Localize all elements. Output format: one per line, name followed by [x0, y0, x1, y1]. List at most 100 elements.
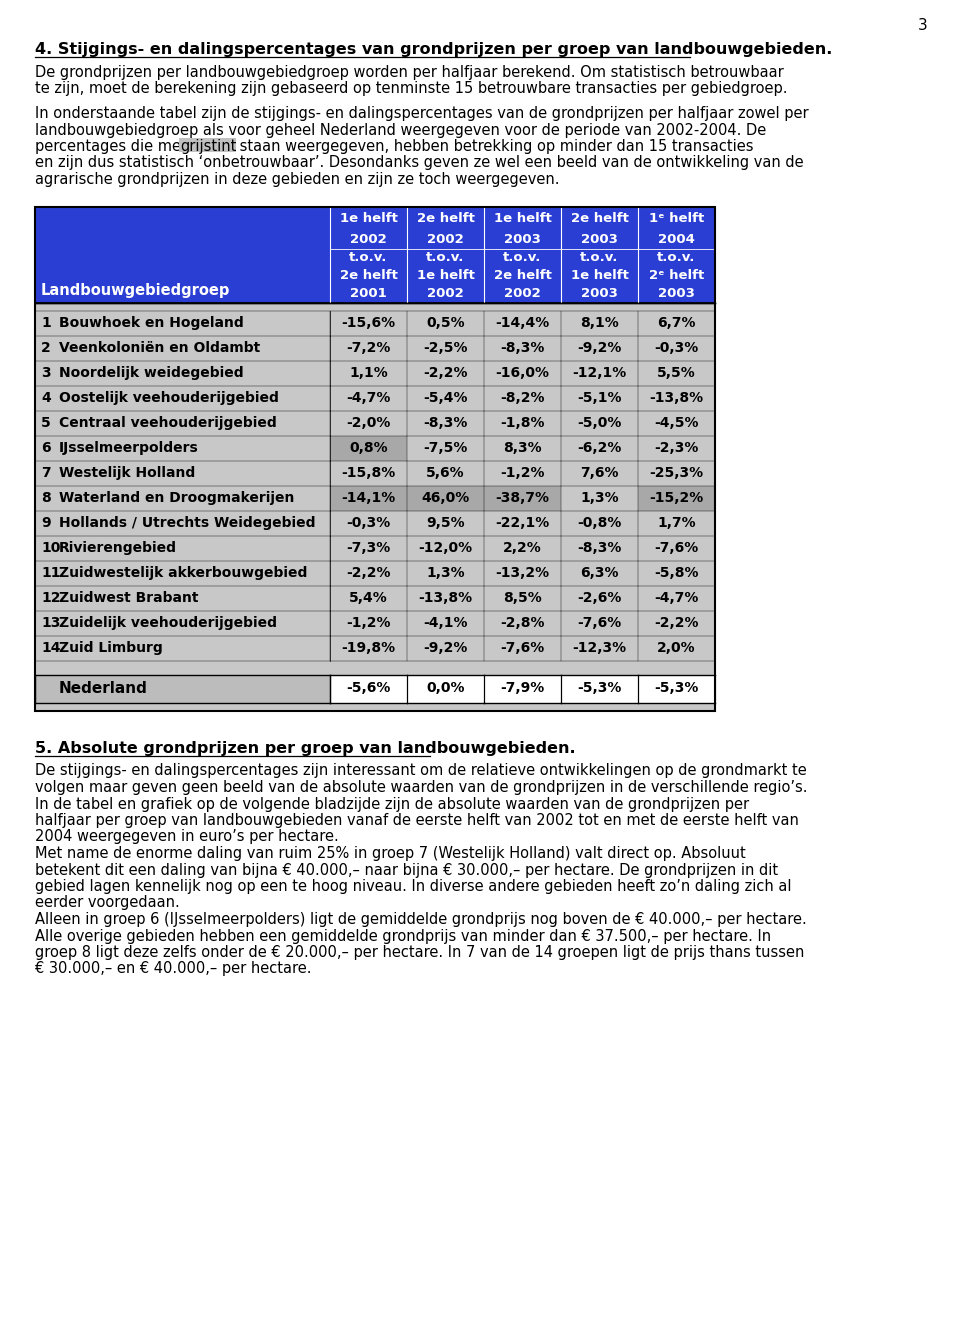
Bar	[330, 485, 407, 511]
Text: 5: 5	[41, 416, 51, 431]
Text: 1ᵉ helft: 1ᵉ helft	[649, 212, 704, 225]
Text: -2,8%: -2,8%	[500, 616, 544, 631]
Text: IJsselmeerpolders: IJsselmeerpolders	[59, 441, 199, 455]
Text: -14,1%: -14,1%	[342, 491, 396, 505]
Text: 2ᵉ helft: 2ᵉ helft	[649, 269, 704, 283]
Bar	[35, 585, 715, 611]
Text: Met name de enorme daling van ruim 25% in groep 7 (Westelijk Holland) valt direc: Met name de enorme daling van ruim 25% i…	[35, 846, 746, 861]
Bar	[330, 460, 407, 485]
Bar	[561, 674, 638, 702]
Bar	[35, 485, 715, 511]
Bar	[35, 702, 715, 710]
Text: -4,7%: -4,7%	[655, 591, 699, 605]
Bar	[561, 485, 638, 511]
Bar	[561, 411, 638, 436]
Text: In onderstaande tabel zijn de stijgings- en dalingspercentages van de grondprijz: In onderstaande tabel zijn de stijgings-…	[35, 107, 808, 121]
Bar	[35, 303, 715, 311]
Text: Zuid Limburg: Zuid Limburg	[59, 641, 163, 655]
Text: -38,7%: -38,7%	[495, 491, 549, 505]
Text: Hollands / Utrechts Weidegebied: Hollands / Utrechts Weidegebied	[59, 516, 316, 531]
Bar	[484, 385, 561, 411]
Bar	[638, 360, 715, 385]
Bar	[407, 436, 484, 460]
Text: -15,2%: -15,2%	[649, 491, 704, 505]
Bar	[561, 385, 638, 411]
Bar	[484, 411, 561, 436]
Text: -5,4%: -5,4%	[423, 391, 468, 405]
Bar	[35, 411, 715, 436]
Bar	[407, 536, 484, 560]
Text: gebied lagen kennelijk nog op een te hoog niveau. In diverse andere gebieden hee: gebied lagen kennelijk nog op een te hoo…	[35, 878, 791, 894]
Text: 6,3%: 6,3%	[580, 567, 619, 580]
Text: 2002: 2002	[504, 287, 540, 300]
Bar	[561, 511, 638, 536]
Bar	[407, 360, 484, 385]
Bar	[638, 611, 715, 636]
Text: -2,3%: -2,3%	[655, 441, 699, 455]
Text: staan weergegeven, hebben betrekking op minder dan 15 transacties: staan weergegeven, hebben betrekking op …	[234, 139, 754, 155]
Text: 6,7%: 6,7%	[658, 316, 696, 331]
Bar	[35, 385, 715, 411]
Bar	[407, 385, 484, 411]
Bar	[407, 485, 484, 511]
Text: 5,4%: 5,4%	[349, 591, 388, 605]
Text: -4,7%: -4,7%	[347, 391, 391, 405]
Bar	[484, 485, 561, 511]
Text: 2003: 2003	[581, 287, 618, 300]
Bar	[407, 336, 484, 360]
Bar	[484, 536, 561, 560]
Bar	[407, 511, 484, 536]
Bar	[484, 360, 561, 385]
Text: groep 8 ligt deze zelfs onder de € 20.000,– per hectare. In 7 van de 14 groepen : groep 8 ligt deze zelfs onder de € 20.00…	[35, 945, 804, 960]
Bar	[35, 436, 715, 460]
Text: -19,8%: -19,8%	[342, 641, 396, 655]
Text: 2002: 2002	[350, 233, 387, 247]
Text: 1e helft: 1e helft	[340, 212, 397, 225]
Bar	[407, 560, 484, 585]
Text: halfjaar per groep van landbouwgebieden vanaf de eerste helft van 2002 tot en me: halfjaar per groep van landbouwgebieden …	[35, 813, 799, 828]
Text: 1e helft: 1e helft	[493, 212, 551, 225]
Bar	[484, 674, 561, 702]
Bar	[35, 311, 715, 336]
Bar	[638, 460, 715, 485]
Bar	[330, 360, 407, 385]
Text: 13: 13	[41, 616, 60, 631]
Text: -9,2%: -9,2%	[577, 341, 622, 355]
Bar	[484, 336, 561, 360]
Text: 1,3%: 1,3%	[580, 491, 619, 505]
Text: 4: 4	[41, 391, 51, 405]
Text: 4. Stijgings- en dalingspercentages van grondprijzen per groep van landbouwgebie: 4. Stijgings- en dalingspercentages van …	[35, 43, 832, 57]
Text: Veenkoloniën en Oldambt: Veenkoloniën en Oldambt	[59, 341, 260, 355]
Text: 6: 6	[41, 441, 51, 455]
Text: Noordelijk weidegebied: Noordelijk weidegebied	[59, 367, 244, 380]
Text: -0,8%: -0,8%	[577, 516, 622, 531]
Text: -1,2%: -1,2%	[500, 467, 544, 480]
Text: -16,0%: -16,0%	[495, 367, 549, 380]
Bar	[330, 436, 407, 460]
Bar	[484, 436, 561, 460]
Text: 14: 14	[41, 641, 60, 655]
Text: -7,6%: -7,6%	[655, 541, 699, 555]
Text: Oostelijk veehouderijgebied: Oostelijk veehouderijgebied	[59, 391, 278, 405]
Bar	[407, 611, 484, 636]
Text: -1,8%: -1,8%	[500, 416, 544, 431]
Bar	[638, 485, 715, 511]
Text: t.o.v.: t.o.v.	[658, 251, 696, 264]
Text: 12: 12	[41, 591, 60, 605]
Text: -5,3%: -5,3%	[577, 681, 622, 696]
Text: 8: 8	[41, 491, 51, 505]
Text: t.o.v.: t.o.v.	[349, 251, 388, 264]
Text: -7,6%: -7,6%	[577, 616, 622, 631]
Text: agrarische grondprijzen in deze gebieden en zijn ze toch weergegeven.: agrarische grondprijzen in deze gebieden…	[35, 172, 560, 187]
Bar	[638, 385, 715, 411]
Text: Zuidwest Brabant: Zuidwest Brabant	[59, 591, 199, 605]
Text: betekent dit een daling van bijna € 40.000,– naar bijna € 30.000,– per hectare. : betekent dit een daling van bijna € 40.0…	[35, 862, 779, 877]
Text: 2001: 2001	[350, 287, 387, 300]
Bar	[638, 674, 715, 702]
Text: -13,8%: -13,8%	[649, 391, 704, 405]
Bar	[330, 636, 407, 660]
Text: -1,2%: -1,2%	[347, 616, 391, 631]
Text: 10: 10	[41, 541, 60, 555]
Bar	[35, 360, 715, 385]
Text: -5,6%: -5,6%	[347, 681, 391, 696]
